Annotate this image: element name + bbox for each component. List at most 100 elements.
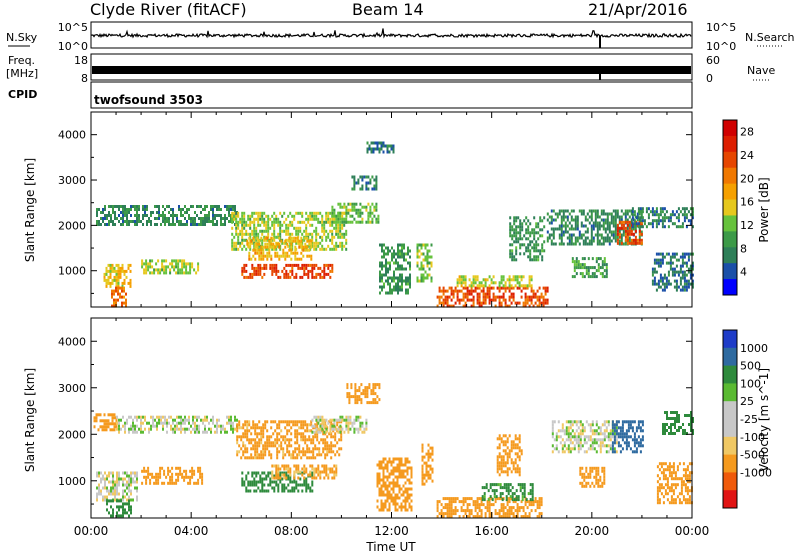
power-colorbar-label: Power [dB]	[757, 177, 771, 242]
velocity-region-13	[481, 483, 534, 502]
velocity-region-15	[551, 420, 618, 454]
velocity-region-4	[141, 466, 204, 485]
power-region-6	[246, 236, 313, 261]
velocity-xtick-label-3: 12:00	[374, 524, 409, 538]
velocity-xtick-label-4: 16:00	[474, 524, 509, 538]
power-region-19	[651, 252, 694, 292]
power-region-9	[366, 141, 395, 154]
power-heatmap	[96, 141, 694, 308]
velocity-y-axis: 1000 2000 3000 4000	[58, 335, 692, 505]
power-region-4	[231, 211, 348, 251]
power-colorbar-tick-5: 24	[740, 149, 754, 162]
velocity-xtick-label-6: 00:00	[675, 524, 710, 538]
velocity-region-17	[611, 420, 644, 454]
power-colorbar-tick-4: 20	[740, 172, 754, 185]
power-colorbar-swatch-4	[723, 183, 737, 201]
noise-sky-trace	[90, 28, 692, 48]
power-region-1	[103, 263, 132, 288]
power-ytick-label-3: 4000	[58, 129, 86, 142]
power-colorbar-swatch-10	[723, 279, 737, 296]
velocity-colorbar-swatch-2	[723, 365, 737, 384]
power-region-16	[571, 257, 608, 279]
noise-tick-bottom-left: 10^0	[58, 40, 88, 53]
velocity-x-axis: 00:00 04:00 08:00 12:00 16:00 20:00 00:00	[74, 318, 710, 538]
velocity-colorbar-frame	[722, 329, 738, 509]
velocity-colorbar-swatch-4	[723, 401, 737, 420]
velocity-region-19	[656, 462, 693, 505]
velocity-region-18	[662, 411, 694, 435]
nave-label: Nave	[747, 64, 775, 77]
velocity-region-11	[421, 443, 434, 486]
noise-sky-line	[90, 28, 692, 39]
velocity-colorbar-swatch-8	[723, 472, 737, 491]
velocity-colorbar-label: Velocity [m s^-1]	[757, 368, 771, 472]
velocity-colorbar-swatch-6	[723, 436, 737, 456]
x-axis-label: Time UT	[365, 540, 416, 554]
power-colorbar-swatch-9	[723, 263, 737, 280]
power-colorbar-swatch-6	[723, 215, 737, 232]
power-colorbar-tick-0: 4	[740, 266, 747, 279]
noise-tick-bottom-right: 10^0	[706, 40, 736, 53]
velocity-region-16	[579, 466, 606, 488]
nave-tick-bottom: 0	[706, 72, 713, 85]
velocity-heatmap	[93, 383, 694, 519]
nave-tick-top: 60	[706, 54, 720, 67]
velocity-region-0	[93, 413, 118, 432]
cpid-panel-frame	[90, 81, 693, 109]
velocity-region-10	[376, 457, 413, 512]
power-region-13	[456, 275, 533, 288]
power-ytick-label-1: 2000	[58, 219, 86, 232]
velocity-region-14	[496, 434, 523, 477]
cpid-program: twofsound 3503	[94, 93, 203, 107]
power-colorbar-swatch-5	[723, 199, 737, 216]
velocity-colorbar-swatch-3	[723, 383, 737, 402]
power-y-axis: 1000 2000 3000 4000	[58, 129, 692, 294]
date-title: 21/Apr/2016	[588, 0, 688, 19]
velocity-region-7	[271, 464, 338, 480]
power-region-17	[616, 220, 643, 245]
velocity-ytick-label-2: 3000	[58, 382, 86, 395]
velocity-xtick-label-5: 20:00	[575, 524, 610, 538]
velocity-colorbar-swatch-9	[723, 490, 737, 509]
noise-tick-top-left: 10^5	[58, 21, 88, 34]
freq-label-line2: [MHz]	[6, 67, 38, 80]
velocity-region-5	[236, 420, 343, 460]
power-region-2	[111, 286, 127, 308]
power-colorbar-swatch-1	[723, 135, 737, 153]
velocity-colorbar-swatch-0	[723, 330, 737, 349]
power-region-12	[436, 286, 549, 308]
power-region-18	[631, 207, 694, 229]
power-colorbar-swatch-3	[723, 167, 737, 185]
power-colorbar-tick-3: 16	[740, 196, 754, 209]
velocity-colorbar-tick-7: -1000	[740, 466, 772, 479]
velocity-colorbar-tick-6: -500	[740, 449, 765, 462]
frequency-trace	[92, 66, 691, 80]
velocity-colorbar-swatch-1	[723, 347, 737, 367]
velocity-region-9	[346, 383, 381, 405]
velocity-region-8	[311, 415, 368, 434]
power-region-3	[141, 259, 200, 275]
velocity-colorbar-tick-0: 1000	[740, 342, 768, 355]
noise-search-label: N.Search	[745, 31, 795, 44]
freq-panel-frame	[90, 53, 693, 81]
velocity-colorbar-tick-5: -100	[740, 431, 765, 444]
frequency-band	[92, 66, 691, 74]
velocity-region-3	[106, 499, 132, 518]
velocity-colorbar-swatch-7	[723, 454, 737, 473]
velocity-ytick-label-3: 4000	[58, 335, 86, 348]
power-colorbar-swatch-2	[723, 151, 737, 169]
power-x-ticks	[90, 112, 693, 307]
velocity-region-2	[96, 471, 138, 502]
velocity-colorbar-tick-1: 500	[740, 360, 761, 373]
power-region-14	[509, 216, 546, 262]
velocity-colorbar-swatch-5	[723, 419, 737, 438]
velocity-colorbar-tick-4: -25	[740, 413, 758, 426]
power-colorbar-swatch-7	[723, 231, 737, 248]
power-region-11	[416, 243, 433, 283]
power-colorbar-swatch-0	[723, 120, 737, 137]
power-region-10	[379, 243, 411, 295]
velocity-colorbar-tick-3: 25	[740, 395, 754, 408]
velocity-ytick-label-0: 1000	[58, 475, 86, 488]
power-colorbar: 4 8 12 16 20 24 28	[722, 119, 754, 296]
